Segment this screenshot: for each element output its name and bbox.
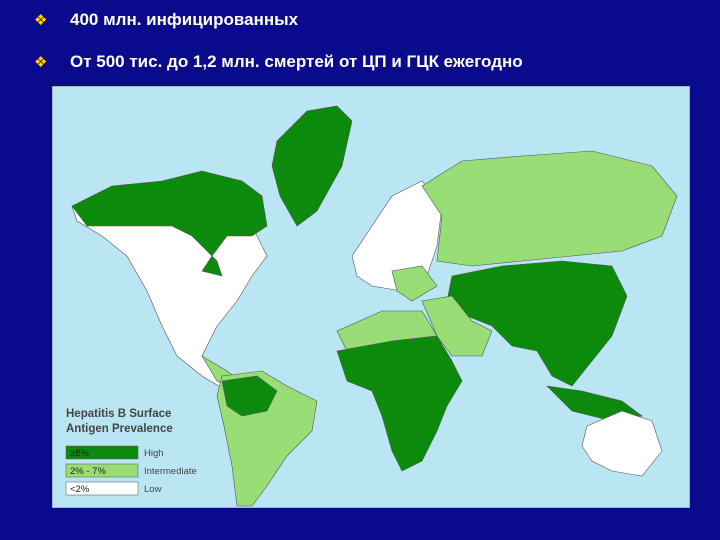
legend-range: 2% - 7%: [70, 466, 106, 477]
legend: ≥8% High 2% - 7% Intermediate <2% Low: [65, 445, 197, 496]
middle-east: [421, 295, 493, 357]
legend-label: High: [144, 448, 164, 459]
australia: [581, 410, 663, 477]
bullet: ❖ 400 млн. инфицированных: [34, 10, 299, 29]
legend-range: ≥8%: [70, 448, 89, 459]
greenland: [271, 105, 353, 227]
russia: [421, 150, 678, 267]
legend-label: Intermediate: [144, 466, 197, 477]
legend-title: Hepatitis B Surface: [66, 408, 171, 420]
world-map: Hepatitis B Surface Antigen Prevalence ≥…: [52, 86, 690, 508]
legend-swatch: [65, 463, 139, 478]
asia: [446, 260, 628, 387]
bullet-text: От 500 тис. до 1,2 млн. смертей от ЦП и …: [70, 52, 523, 71]
legend-title: Antigen Prevalence: [66, 423, 173, 435]
amazon: [221, 375, 278, 417]
europe: [351, 180, 443, 292]
southeast-asia: [546, 385, 643, 422]
legend-label: Low: [144, 484, 162, 495]
bullet-text: 400 млн. инфицированных: [70, 10, 299, 29]
legend-swatch: [65, 481, 139, 496]
africa: [336, 335, 463, 472]
bullet: ❖ От 500 тис. до 1,2 млн. смертей от ЦП и…: [34, 52, 523, 71]
legend-swatch: [65, 445, 139, 460]
legend-range: <2%: [70, 484, 90, 495]
eastern-europe: [391, 265, 438, 302]
northern-canada: [71, 170, 268, 277]
